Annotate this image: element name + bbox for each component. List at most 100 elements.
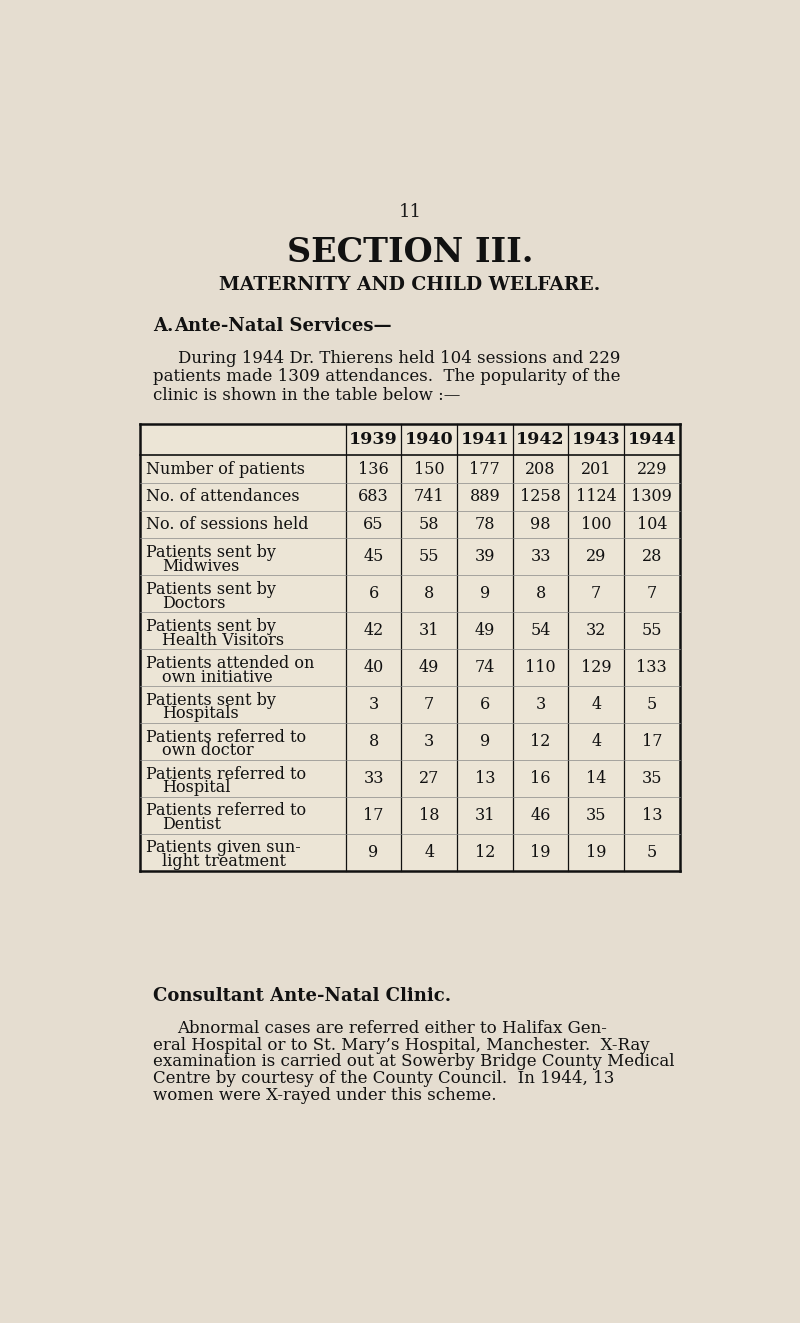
Text: 1939: 1939 — [349, 431, 398, 448]
Text: 1943: 1943 — [572, 431, 621, 448]
Text: No. of sessions held: No. of sessions held — [146, 516, 309, 533]
Text: examination is carried out at Sowerby Bridge County Medical: examination is carried out at Sowerby Br… — [153, 1053, 674, 1070]
Text: 13: 13 — [474, 770, 495, 787]
Text: own initiative: own initiative — [162, 668, 273, 685]
Text: 889: 889 — [470, 488, 500, 505]
Text: 17: 17 — [642, 733, 662, 750]
Text: clinic is shown in the table below :—: clinic is shown in the table below :— — [153, 386, 460, 404]
Text: 78: 78 — [474, 516, 495, 533]
Text: 12: 12 — [474, 844, 495, 861]
Text: 19: 19 — [530, 844, 550, 861]
Text: 1940: 1940 — [405, 431, 454, 448]
Text: light treatment: light treatment — [162, 853, 286, 871]
Text: Abnormal cases are referred either to Halifax Gen-: Abnormal cases are referred either to Ha… — [178, 1020, 607, 1037]
Text: 8: 8 — [535, 585, 546, 602]
Text: eral Hospital or to St. Mary’s Hospital, Manchester.  X-Ray: eral Hospital or to St. Mary’s Hospital,… — [153, 1036, 650, 1053]
Text: 1124: 1124 — [576, 488, 617, 505]
Text: 27: 27 — [419, 770, 439, 787]
Text: No. of attendances: No. of attendances — [146, 488, 300, 505]
Text: 9: 9 — [480, 733, 490, 750]
Text: 129: 129 — [581, 659, 611, 676]
Text: 150: 150 — [414, 460, 445, 478]
Text: 9: 9 — [480, 585, 490, 602]
Text: Hospitals: Hospitals — [162, 705, 238, 722]
Text: Number of patients: Number of patients — [146, 460, 306, 478]
Text: 177: 177 — [470, 460, 500, 478]
Text: own doctor: own doctor — [162, 742, 254, 759]
Text: 19: 19 — [586, 844, 606, 861]
Text: 9: 9 — [368, 844, 378, 861]
Text: Ante-Natal Services—: Ante-Natal Services— — [174, 316, 391, 335]
Text: 45: 45 — [363, 548, 384, 565]
Text: 1309: 1309 — [631, 488, 672, 505]
Text: 40: 40 — [363, 659, 384, 676]
Text: 4: 4 — [591, 696, 602, 713]
Text: 11: 11 — [398, 204, 422, 221]
Text: Patients referred to: Patients referred to — [146, 803, 306, 819]
Text: Centre by courtesy of the County Council.  In 1944, 13: Centre by courtesy of the County Council… — [153, 1070, 614, 1088]
Text: 3: 3 — [424, 733, 434, 750]
Text: 110: 110 — [526, 659, 556, 676]
Text: 35: 35 — [586, 807, 606, 824]
Text: 208: 208 — [526, 460, 556, 478]
Text: 32: 32 — [586, 622, 606, 639]
Text: 54: 54 — [530, 622, 550, 639]
Text: A.: A. — [153, 316, 173, 335]
Text: 7: 7 — [591, 585, 602, 602]
Text: SECTION III.: SECTION III. — [286, 235, 534, 269]
Text: 683: 683 — [358, 488, 389, 505]
Text: 133: 133 — [637, 659, 667, 676]
Text: 58: 58 — [419, 516, 439, 533]
Text: Patients sent by: Patients sent by — [146, 692, 276, 709]
Text: 229: 229 — [637, 460, 667, 478]
Text: Patients sent by: Patients sent by — [146, 581, 276, 598]
Text: Patients given sun-: Patients given sun- — [146, 839, 302, 856]
Text: 16: 16 — [530, 770, 550, 787]
Text: 18: 18 — [419, 807, 439, 824]
Text: 17: 17 — [363, 807, 384, 824]
Text: patients made 1309 attendances.  The popularity of the: patients made 1309 attendances. The popu… — [153, 368, 620, 385]
Text: 7: 7 — [424, 696, 434, 713]
Text: 3: 3 — [368, 696, 378, 713]
Text: 65: 65 — [363, 516, 384, 533]
Text: 33: 33 — [530, 548, 550, 565]
Text: 1942: 1942 — [516, 431, 565, 448]
Text: 39: 39 — [474, 548, 495, 565]
Text: 6: 6 — [480, 696, 490, 713]
Text: Health Visitors: Health Visitors — [162, 631, 284, 648]
Text: 201: 201 — [581, 460, 611, 478]
Text: 104: 104 — [637, 516, 667, 533]
Text: 6: 6 — [368, 585, 378, 602]
Text: 31: 31 — [474, 807, 495, 824]
Text: 55: 55 — [642, 622, 662, 639]
Text: Hospital: Hospital — [162, 779, 230, 796]
Text: 33: 33 — [363, 770, 384, 787]
Text: 49: 49 — [419, 659, 439, 676]
Bar — [140, 425, 680, 871]
Text: 31: 31 — [419, 622, 439, 639]
Text: Patients sent by: Patients sent by — [146, 544, 276, 561]
Text: 29: 29 — [586, 548, 606, 565]
Text: 1258: 1258 — [520, 488, 561, 505]
Text: 1941: 1941 — [461, 431, 509, 448]
Text: 1944: 1944 — [627, 431, 676, 448]
Text: 5: 5 — [646, 844, 657, 861]
Text: 46: 46 — [530, 807, 550, 824]
Text: 136: 136 — [358, 460, 389, 478]
Text: 98: 98 — [530, 516, 550, 533]
Text: 35: 35 — [642, 770, 662, 787]
Text: 12: 12 — [530, 733, 550, 750]
Text: During 1944 Dr. Thierens held 104 sessions and 229: During 1944 Dr. Thierens held 104 sessio… — [178, 349, 620, 366]
Text: 8: 8 — [424, 585, 434, 602]
Text: 13: 13 — [642, 807, 662, 824]
Text: 5: 5 — [646, 696, 657, 713]
Text: Patients referred to: Patients referred to — [146, 729, 306, 746]
Text: Patients attended on: Patients attended on — [146, 655, 315, 672]
Text: Midwives: Midwives — [162, 557, 239, 574]
Text: 49: 49 — [474, 622, 495, 639]
Text: 55: 55 — [419, 548, 439, 565]
Text: 28: 28 — [642, 548, 662, 565]
Text: 4: 4 — [591, 733, 602, 750]
Text: 7: 7 — [646, 585, 657, 602]
Text: 741: 741 — [414, 488, 445, 505]
